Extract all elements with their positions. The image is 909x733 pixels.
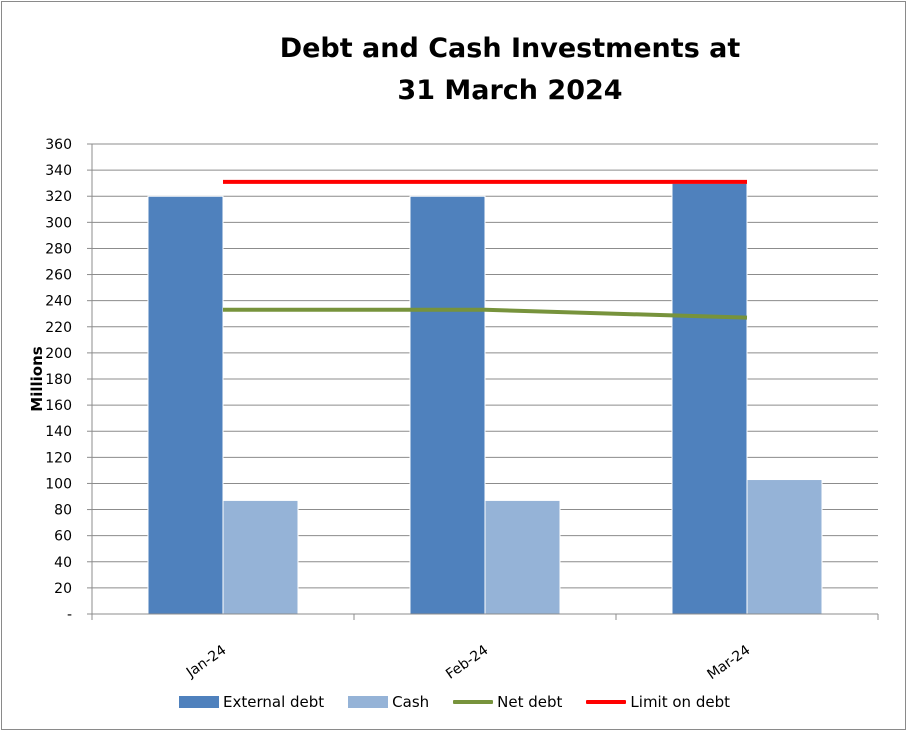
y-tick-label: 20	[54, 581, 72, 597]
x-tick-label: Mar-24	[704, 642, 753, 683]
y-tick-label: 80	[54, 503, 72, 519]
legend-item: External debt	[179, 693, 324, 711]
chart-plot: - 20 40 60 80 100 120 140 160 180 200 220 240 260 280 3…	[28, 137, 879, 683]
y-tick-label: 360	[45, 137, 72, 153]
legend-label: Net debt	[497, 693, 563, 711]
bar-external-debt	[671, 182, 748, 615]
legend-swatch	[453, 700, 494, 704]
y-tick-label: 260	[45, 268, 72, 284]
y-axis-title: Millions	[28, 346, 46, 411]
y-tick-label: -	[67, 607, 72, 623]
y-tick-label: 300	[45, 215, 72, 231]
legend-swatch	[179, 696, 219, 708]
y-tick-label: 200	[45, 346, 72, 362]
y-tick-label: 320	[45, 189, 72, 205]
legend-swatch	[348, 696, 389, 708]
legend-label: Cash	[392, 693, 430, 711]
y-tick-label: 40	[54, 555, 72, 571]
chart-title-line-2: 31 March 2024	[397, 75, 623, 106]
legend-swatch	[586, 700, 627, 704]
line-net-debt	[223, 307, 748, 320]
y-tick-label: 120	[45, 450, 72, 466]
legend-label: Limit on debt	[630, 693, 730, 711]
y-tick-label: 100	[45, 476, 72, 492]
y-tick-label: 180	[45, 372, 72, 388]
chart-title: Debt and Cash Investments at 31 March 20…	[200, 28, 820, 112]
y-tick-label: 60	[54, 529, 72, 545]
y-tick-label: 340	[45, 163, 72, 179]
y-tick-label: 280	[45, 241, 72, 257]
legend-item: Cash	[348, 693, 429, 711]
y-tick-label: 140	[45, 424, 72, 440]
chart-legend: External debt Cash Net debt Limit on debt	[0, 690, 909, 714]
x-tick-label: Feb-24	[443, 642, 491, 682]
y-tick-label: 240	[45, 294, 72, 310]
y-tick-label: 220	[45, 320, 72, 336]
bar-external-debt	[409, 195, 486, 615]
x-tick-label: Jan-24	[183, 642, 229, 681]
legend-item: Net debt	[453, 693, 562, 711]
bar-cash	[484, 499, 561, 615]
bar-cash	[222, 499, 299, 615]
y-tick-label: 160	[45, 398, 72, 414]
bar-cash	[746, 479, 823, 615]
legend-item: Limit on debt	[586, 693, 730, 711]
legend-label: External debt	[223, 693, 325, 711]
chart-title-line-1: Debt and Cash Investments at	[279, 33, 741, 64]
bar-external-debt	[147, 195, 224, 615]
